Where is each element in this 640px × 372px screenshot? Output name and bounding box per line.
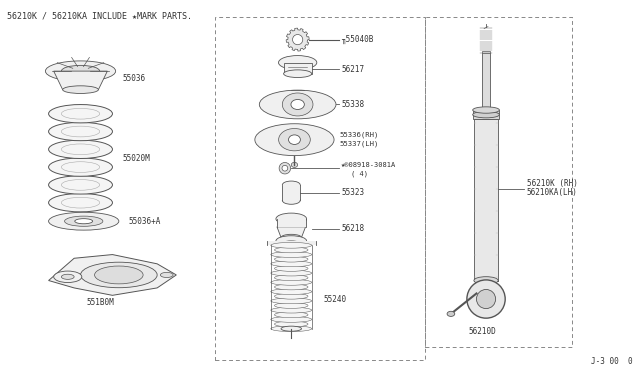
Text: 55036+A: 55036+A [129, 217, 161, 226]
Ellipse shape [271, 270, 312, 276]
Ellipse shape [49, 212, 119, 230]
Ellipse shape [49, 158, 113, 176]
Ellipse shape [271, 298, 312, 304]
Polygon shape [482, 51, 490, 119]
Text: ( 4): ( 4) [351, 170, 367, 177]
Text: 56210K (RH): 56210K (RH) [527, 179, 578, 188]
Ellipse shape [259, 90, 336, 119]
Text: 56210K / 56210KA INCLUDE ★MARK PARTS.: 56210K / 56210KA INCLUDE ★MARK PARTS. [7, 12, 192, 21]
Ellipse shape [276, 236, 307, 246]
Ellipse shape [282, 181, 300, 189]
Text: J-3 00  0: J-3 00 0 [591, 357, 633, 366]
Text: 551B0M: 551B0M [87, 298, 115, 307]
Polygon shape [282, 185, 300, 201]
Text: ★®08918-3081A: ★®08918-3081A [341, 162, 396, 168]
Text: ╖55040B: ╖55040B [341, 35, 374, 44]
Text: 56210KA(LH): 56210KA(LH) [527, 188, 578, 197]
Ellipse shape [49, 122, 113, 141]
Polygon shape [482, 52, 490, 119]
Ellipse shape [284, 70, 312, 77]
Text: 56210D: 56210D [469, 327, 497, 336]
Ellipse shape [271, 326, 312, 331]
Ellipse shape [275, 275, 308, 280]
Text: 55338: 55338 [341, 100, 364, 109]
Ellipse shape [279, 163, 291, 174]
Ellipse shape [45, 61, 116, 81]
Ellipse shape [49, 176, 113, 194]
Ellipse shape [49, 140, 113, 158]
Ellipse shape [447, 311, 455, 317]
Ellipse shape [49, 105, 113, 123]
Ellipse shape [281, 326, 301, 331]
Ellipse shape [49, 193, 113, 212]
Ellipse shape [275, 294, 308, 299]
Ellipse shape [278, 55, 317, 70]
Polygon shape [267, 241, 316, 245]
Ellipse shape [282, 165, 288, 171]
Text: 55240: 55240 [323, 295, 346, 304]
Ellipse shape [279, 241, 303, 250]
Bar [214, 17, 426, 360]
Text: 56217: 56217 [341, 65, 364, 74]
Polygon shape [54, 71, 108, 90]
Ellipse shape [161, 272, 173, 278]
Ellipse shape [474, 277, 498, 284]
Text: 55337(LH): 55337(LH) [339, 140, 378, 147]
Ellipse shape [271, 307, 312, 313]
Ellipse shape [271, 317, 312, 322]
Ellipse shape [81, 262, 157, 288]
Ellipse shape [275, 284, 308, 290]
Ellipse shape [291, 162, 298, 167]
Ellipse shape [63, 86, 99, 93]
Text: 56218: 56218 [341, 224, 364, 233]
Polygon shape [284, 62, 312, 74]
Ellipse shape [271, 252, 312, 257]
Ellipse shape [54, 271, 82, 283]
Ellipse shape [271, 243, 312, 248]
Ellipse shape [275, 312, 308, 318]
Ellipse shape [95, 266, 143, 284]
Ellipse shape [282, 93, 313, 116]
Text: 55020M: 55020M [122, 154, 150, 163]
Ellipse shape [271, 261, 312, 267]
Polygon shape [277, 219, 305, 227]
Ellipse shape [278, 128, 310, 151]
Ellipse shape [275, 256, 308, 262]
Polygon shape [286, 28, 309, 51]
Ellipse shape [473, 112, 499, 118]
Ellipse shape [75, 219, 93, 224]
Text: 55336(RH): 55336(RH) [339, 132, 378, 138]
Ellipse shape [476, 289, 495, 309]
Polygon shape [474, 119, 498, 280]
Ellipse shape [282, 197, 300, 204]
Ellipse shape [473, 107, 499, 113]
Polygon shape [277, 227, 305, 237]
Ellipse shape [276, 213, 307, 225]
Polygon shape [473, 110, 499, 119]
Ellipse shape [275, 266, 308, 271]
Ellipse shape [292, 35, 303, 45]
Ellipse shape [279, 223, 303, 231]
Ellipse shape [255, 124, 334, 155]
Ellipse shape [61, 65, 100, 77]
Ellipse shape [275, 321, 308, 327]
Ellipse shape [271, 289, 312, 295]
Text: 55036: 55036 [122, 74, 145, 83]
Ellipse shape [275, 247, 308, 253]
Ellipse shape [467, 280, 505, 318]
Bar [426, 17, 572, 347]
Ellipse shape [291, 99, 305, 109]
Ellipse shape [289, 135, 300, 144]
Ellipse shape [61, 274, 74, 279]
Ellipse shape [65, 216, 103, 226]
Ellipse shape [271, 279, 312, 285]
Text: 55323: 55323 [341, 188, 364, 197]
Ellipse shape [281, 234, 301, 241]
Polygon shape [49, 254, 176, 295]
Ellipse shape [275, 303, 308, 308]
